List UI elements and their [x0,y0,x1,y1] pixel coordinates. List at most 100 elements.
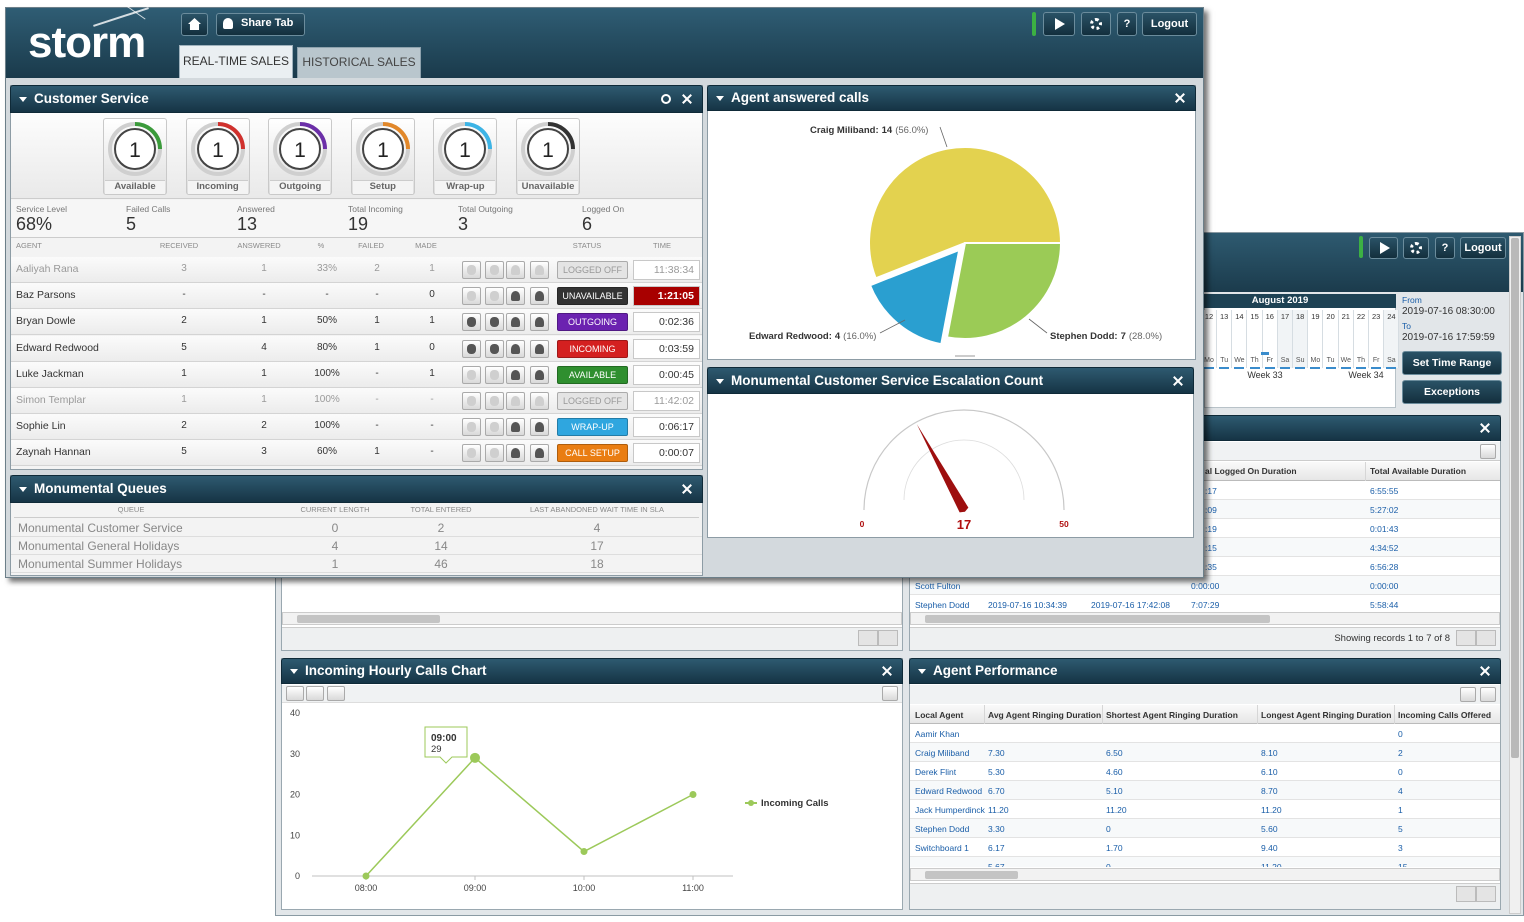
gauge-value: 1 [212,139,224,162]
exceptions-button[interactable]: Exceptions [1402,380,1502,404]
logout-button[interactable]: Logout [1460,237,1506,259]
collapse-arrow[interactable] [716,96,724,101]
agent-state-gauge: 1 [438,122,493,176]
calendar-day-cell [1369,310,1385,368]
calendar-day-bar [1340,367,1351,369]
set-time-range-button[interactable]: Set Time Range [1402,351,1502,375]
y-tick-label: 40 [290,708,300,718]
panel-title: Monumental Queues [34,481,167,496]
stat-label: Total Outgoing [458,204,513,214]
column-header: Failed [358,241,384,250]
status-badge[interactable]: AVAILABLE [557,365,628,384]
panel-title: Customer Service [34,91,149,106]
pager-next[interactable] [878,630,898,646]
gauge-face [444,128,487,170]
status-badge[interactable]: CALL SETUP [557,444,628,463]
table-row [910,724,1500,743]
calendar-weekday: Th [1250,357,1259,364]
status-badge[interactable]: WRAP-UP [557,418,628,437]
scroll-thumb[interactable] [925,871,1018,879]
calendar-day: 12 [1204,312,1214,321]
collapse-arrow[interactable] [19,487,27,492]
agent-state-gauge: 1 [521,122,575,176]
agent-state-gauge: 1 [273,122,328,176]
help-button[interactable]: ? [1117,12,1137,36]
collapse-arrow[interactable] [290,669,298,674]
agent-action-glyph [511,396,520,406]
gauge-label-box [187,180,248,194]
tab-active[interactable]: REAL-TIME SALES [179,45,293,78]
gauge-label: Wrap-up [446,181,485,192]
table-cell: 5.67 [988,862,1005,867]
scroll-thumb[interactable] [297,615,440,623]
table-cell: 1 [181,367,187,379]
export-button[interactable] [1480,687,1496,702]
tab[interactable]: HISTORICAL SALES [297,47,421,78]
table-cell: 2 [181,420,187,432]
gauge-arc [300,122,328,150]
collapse-arrow[interactable] [918,669,926,674]
agent-action-glyph [467,448,476,459]
share-tab-button[interactable] [216,13,305,36]
pager-next[interactable] [1476,886,1496,902]
status-badge[interactable]: OUTGOING [557,313,628,332]
filter-button[interactable] [1460,687,1476,702]
share-tab-label: Share Tab [241,17,294,29]
calendar-day-bar [1310,367,1321,369]
stat-value: 68% [16,214,53,234]
export-button[interactable] [1480,444,1496,459]
column-header: Received [159,241,199,250]
column-header: Total Entered [410,505,472,514]
data-point [470,752,480,763]
chart-type-button[interactable] [286,686,304,701]
scroll-thumb[interactable] [925,615,1270,623]
table-cell: 14 [434,539,448,553]
table-cell: 11.20 [1261,862,1282,867]
table-cell: :17 [1205,486,1217,496]
close-button[interactable] [682,484,692,494]
legend-marker [748,800,754,806]
pager-prev[interactable] [858,630,878,646]
calendar-week: Week 34 [1348,370,1384,380]
collapse-arrow[interactable] [716,378,724,384]
settings-icon[interactable] [661,94,671,104]
table-cell: - [430,394,434,405]
calendar-day-cell [1217,310,1233,368]
column-header: Shortest Agent Ringing Duration [1106,710,1238,720]
close-button[interactable] [1480,666,1490,676]
help-button[interactable]: ? [1435,237,1455,259]
from-label: From [1402,295,1422,305]
time-cell: 0:00:45 [633,364,700,385]
table-cell: 5:27:02 [1370,505,1399,515]
pager-next[interactable] [1476,630,1496,646]
pager-prev[interactable] [1456,886,1476,902]
time-cell: 0:00:07 [633,443,700,464]
table-cell: :09 [1205,505,1217,515]
export-button[interactable] [882,686,898,701]
collapse-arrow[interactable] [19,97,27,102]
pager-prev[interactable] [1456,630,1476,646]
status-badge[interactable]: LOGGED OFF [557,261,628,279]
play-icon [1379,242,1390,254]
close-button[interactable] [682,94,692,104]
table-cell: 60% [316,446,337,458]
close-button[interactable] [1175,93,1185,103]
panel-title: Agent answered calls [731,90,870,105]
x-tick-label: 09:00 [464,883,487,893]
status-badge[interactable]: UNAVAILABLE [557,287,628,306]
agent-action-glyph [467,396,476,406]
close-button[interactable] [1173,376,1183,386]
chart-type-button[interactable] [306,686,324,701]
close-button[interactable] [1480,423,1490,433]
close-button[interactable] [882,666,892,676]
status-badge[interactable]: INCOMING [557,339,628,358]
chart-type-button[interactable] [327,686,345,701]
gauge-value: 1 [294,139,306,162]
agent-action-glyph [511,448,520,459]
logout-button[interactable]: Logout [1142,12,1197,36]
label-connector [939,126,948,148]
pie-chart: Craig Miliband: 14 (56.0%) Stephen Dodd: 7 (2… [749,125,1162,346]
status-badge[interactable]: LOGGED OFF [557,392,628,410]
scroll-thumb[interactable] [1511,238,1519,758]
calendar-month: August 2019 [1251,295,1309,306]
